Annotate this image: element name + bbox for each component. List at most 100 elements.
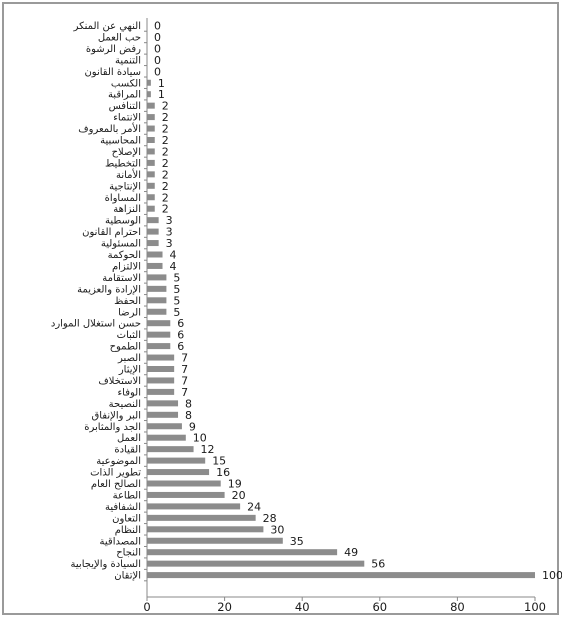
- value-label: 3: [166, 214, 173, 227]
- value-label: 1: [158, 77, 165, 90]
- category-label: التخطيط: [105, 158, 141, 169]
- bar: [147, 251, 163, 258]
- category-label: التنافس: [109, 101, 141, 112]
- bar: [147, 205, 155, 212]
- bar: [147, 137, 155, 143]
- x-tick-label: 40: [295, 600, 310, 614]
- value-label: 30: [270, 523, 284, 536]
- bar: [147, 159, 155, 166]
- value-label: 49: [344, 546, 358, 559]
- bar: [147, 331, 171, 338]
- value-label: 4: [170, 260, 177, 273]
- value-label: 2: [162, 203, 169, 216]
- value-label: 7: [181, 352, 188, 365]
- bar: [147, 182, 155, 189]
- value-label: 4: [170, 249, 177, 262]
- category-label: الأمانة: [116, 168, 141, 181]
- bar: [147, 114, 155, 121]
- bar: [147, 274, 167, 281]
- value-label: 6: [177, 340, 184, 353]
- category-label: الوسطية: [105, 216, 141, 227]
- category-label: الشفافية: [105, 502, 141, 513]
- value-label: 7: [181, 363, 188, 376]
- value-label: 5: [173, 306, 180, 319]
- value-label: 3: [166, 237, 173, 250]
- bar: [147, 526, 264, 533]
- value-label: 0: [154, 42, 161, 55]
- category-label: رفض الرشوة: [86, 44, 141, 55]
- category-label: المساواة: [105, 193, 141, 204]
- x-tick-label: 60: [372, 600, 387, 614]
- bar: [147, 217, 159, 224]
- bar: [147, 297, 167, 304]
- bar: [147, 537, 283, 544]
- category-label: حسن استغلال الموارد: [51, 319, 141, 330]
- bar: [147, 469, 210, 476]
- value-label: 1: [158, 88, 165, 101]
- category-label: الوفاء: [117, 387, 141, 398]
- value-label: 7: [181, 374, 188, 387]
- bar: [147, 491, 225, 498]
- plot-area: النهي عن المنكر 0 حب العمل 0 رفض الرشوة 0 التن…: [51, 18, 562, 614]
- category-label: الطاعة: [113, 490, 141, 501]
- category-label: تطوير الذات: [90, 468, 141, 479]
- category-label: المسئولية: [101, 239, 141, 250]
- value-label: 0: [154, 20, 161, 33]
- category-label: الطموح: [110, 342, 141, 353]
- x-tick-label: 0: [143, 600, 150, 614]
- value-label: 9: [189, 420, 196, 433]
- category-label: حب العمل: [98, 32, 141, 43]
- bar: [147, 148, 155, 155]
- value-label: 2: [162, 123, 169, 136]
- bar: [147, 434, 186, 441]
- value-label: 56: [371, 558, 385, 571]
- category-label: الرضا: [118, 307, 141, 318]
- value-label: 0: [154, 54, 161, 67]
- category-label: الإنتاجية: [109, 181, 141, 192]
- bar: [147, 388, 175, 395]
- x-tick-label: 100: [524, 600, 546, 614]
- category-label: العمل: [117, 433, 141, 444]
- value-label: 7: [181, 386, 188, 399]
- category-label: المراقبة: [108, 90, 141, 101]
- value-label: 2: [162, 100, 169, 113]
- value-label: 19: [228, 478, 242, 491]
- bar: [147, 423, 182, 430]
- bar: [147, 572, 535, 579]
- category-label: الكسب: [111, 78, 141, 89]
- value-label: 5: [173, 283, 180, 296]
- x-tick-label: 80: [450, 600, 465, 614]
- bar: [147, 366, 175, 372]
- bar: [147, 480, 221, 487]
- category-label: المصداقية: [100, 536, 141, 547]
- category-label: الحفظ: [114, 296, 141, 307]
- bar: [147, 308, 167, 315]
- category-label: النجاح: [116, 548, 141, 559]
- bar: [147, 503, 241, 510]
- value-label: 6: [177, 317, 184, 330]
- category-label: الاستخلاف: [98, 376, 141, 387]
- value-label: 12: [201, 443, 215, 456]
- category-label: سيادة القانون: [84, 67, 141, 78]
- category-label: الالتزام: [112, 261, 141, 272]
- value-label: 15: [212, 455, 226, 468]
- category-label: الصالح العام: [91, 479, 141, 490]
- category-label: النزاهة: [113, 204, 141, 215]
- category-label: الانتماء: [113, 113, 141, 124]
- bar: [147, 102, 155, 109]
- bar: [147, 285, 167, 292]
- value-label: 6: [177, 329, 184, 342]
- category-label: الإرادة والعزيمة: [77, 284, 141, 295]
- value-label: 2: [162, 191, 169, 204]
- category-label: التنمية: [115, 55, 141, 66]
- category-label: النهي عن المنكر: [73, 21, 141, 32]
- category-label: الاستقامة: [102, 273, 141, 284]
- value-label: 35: [290, 535, 304, 548]
- bar: [147, 560, 365, 567]
- value-label: 0: [154, 31, 161, 44]
- value-label: 100: [542, 569, 562, 582]
- value-label: 2: [162, 168, 169, 181]
- bar: [147, 354, 175, 361]
